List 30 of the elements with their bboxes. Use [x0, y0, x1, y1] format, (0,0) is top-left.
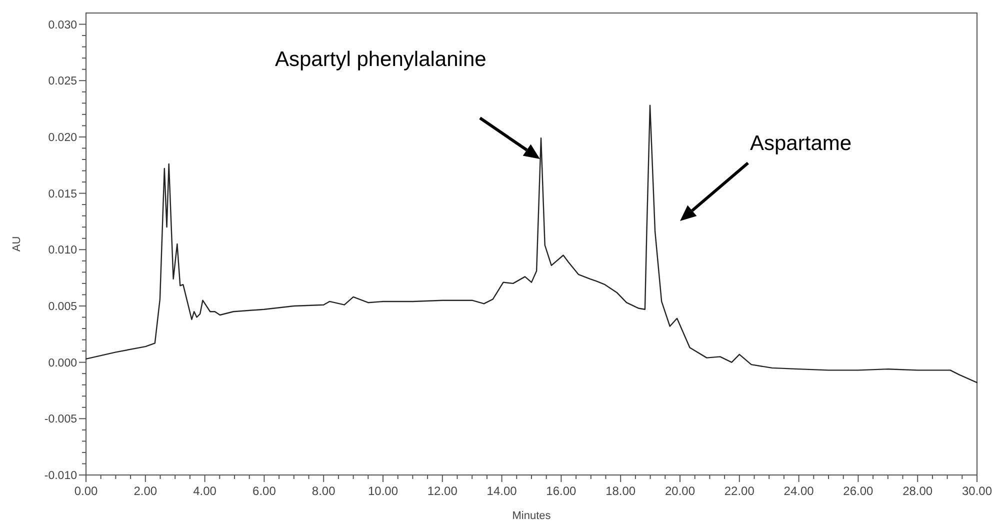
x-tick-label: 8.00: [312, 484, 336, 498]
x-tick-label: 16.00: [546, 484, 577, 498]
y-tick-label: 0.015: [48, 188, 77, 200]
x-axis-title: Minutes: [512, 510, 552, 522]
x-tick-label: 26.00: [843, 484, 874, 498]
line-series: [85, 104, 978, 384]
x-tick-label: 2.00: [134, 484, 158, 498]
x-tick-label: 0.00: [74, 484, 98, 498]
x-tick-label: 18.00: [606, 484, 636, 498]
y-tick-label: 0.020: [48, 132, 77, 144]
x-tick-label: 14.00: [486, 484, 518, 498]
x-tick-label: 6.00: [252, 484, 276, 498]
y-tick-label: -0.005: [44, 414, 77, 426]
x-tick-label: 22.00: [724, 484, 755, 498]
x-tick-label: 20.00: [664, 484, 696, 498]
x-tick-label: 28.00: [902, 484, 933, 498]
annotation: Aspartame: [750, 132, 852, 155]
x-tick-label: 12.00: [427, 484, 458, 498]
x-tick-label: 10.00: [368, 484, 398, 498]
x-tick-label: 4.00: [193, 484, 217, 498]
y-tick-label: -0.010: [44, 470, 77, 482]
y-tick-label: 0.010: [48, 244, 77, 257]
y-tick-label: 0.000: [48, 357, 77, 370]
y-tick-label: 0.030: [48, 19, 77, 32]
y-tick-label: 0.005: [48, 300, 77, 313]
x-tick-label: 24.00: [784, 484, 814, 498]
x-tick-label: 30.00: [962, 484, 992, 498]
y-axis-title: AU: [11, 236, 23, 252]
y-tick-label: 0.025: [48, 76, 77, 88]
annotation: Aspartyl phenylalanine: [275, 48, 486, 71]
